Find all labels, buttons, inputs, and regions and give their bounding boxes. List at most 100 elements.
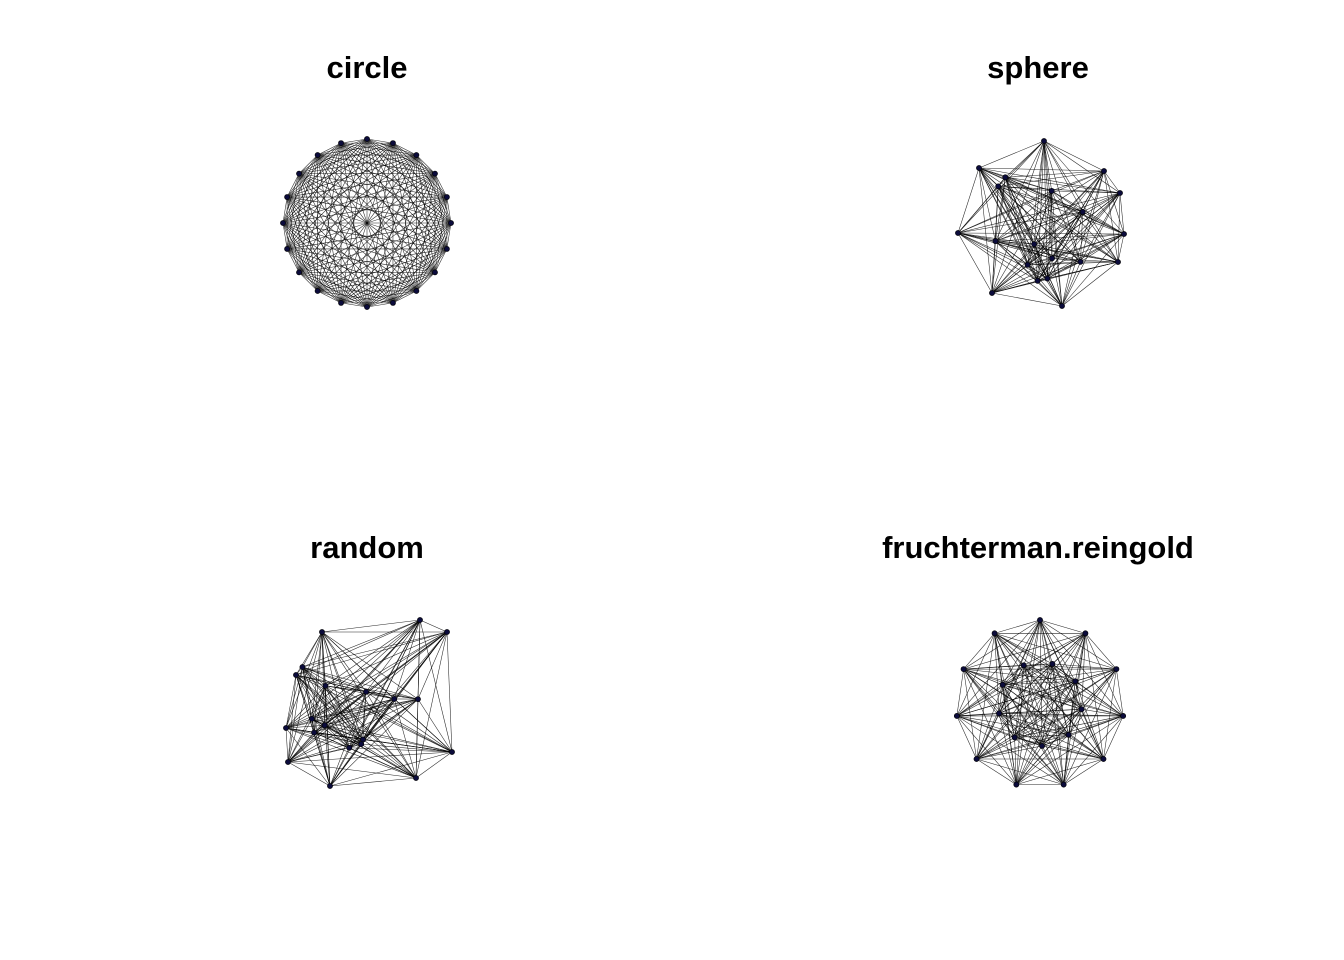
node [1117, 190, 1123, 196]
edge [998, 684, 1003, 714]
edge [285, 718, 312, 729]
edge [415, 699, 419, 779]
edge [978, 167, 996, 242]
node [1034, 277, 1041, 284]
edge [1052, 663, 1117, 670]
edge [329, 751, 453, 787]
edge [298, 138, 368, 174]
edge [295, 674, 417, 779]
node [1020, 662, 1027, 669]
edge [998, 619, 1041, 714]
edge [311, 698, 395, 720]
edge [324, 631, 448, 726]
node [1024, 261, 1031, 268]
edge [366, 138, 394, 303]
edge [417, 619, 421, 700]
edge [282, 196, 447, 224]
edge [1117, 192, 1121, 263]
node [299, 664, 306, 670]
edge [1082, 211, 1119, 263]
node [283, 725, 289, 731]
edge [998, 186, 1081, 263]
edge [317, 154, 436, 174]
node [311, 729, 317, 736]
edge [1016, 745, 1043, 785]
node [413, 775, 419, 781]
edge [340, 138, 368, 144]
edge [314, 732, 362, 745]
edge [956, 715, 1017, 785]
edge [349, 747, 453, 753]
edge [329, 747, 350, 787]
edge [366, 138, 436, 174]
edge [991, 264, 1028, 294]
node [444, 629, 450, 635]
edge [998, 713, 1069, 736]
node [992, 238, 999, 245]
edge [997, 186, 1048, 279]
edge [998, 186, 1052, 192]
edge [329, 698, 419, 787]
node [314, 152, 321, 158]
edge [286, 248, 300, 273]
edge [1043, 140, 1063, 307]
edge [1023, 665, 1117, 670]
node [308, 715, 315, 722]
edge [394, 619, 421, 700]
edge [1075, 633, 1086, 682]
edge [1061, 261, 1081, 307]
edge [287, 631, 323, 763]
edge [325, 685, 350, 748]
panel-fruchterman-reingold: fruchterman.reingold [672, 480, 1344, 960]
edge [998, 713, 1064, 785]
edge [963, 669, 977, 760]
edge [287, 248, 417, 292]
edge [298, 173, 368, 308]
edge [311, 691, 367, 720]
edge [963, 668, 1064, 785]
edge [295, 619, 421, 676]
edge [978, 167, 1105, 172]
edge [1037, 280, 1063, 307]
edge [340, 142, 417, 292]
node [1011, 734, 1018, 741]
edge [298, 173, 318, 292]
edge [963, 633, 995, 670]
edge [1027, 261, 1081, 266]
edge [317, 290, 342, 304]
edge [286, 196, 436, 273]
node [432, 170, 438, 177]
edge [392, 142, 448, 198]
edge [1080, 211, 1083, 262]
edge [286, 248, 394, 304]
edge [963, 668, 1000, 714]
edge [311, 631, 448, 720]
edge [995, 233, 1125, 242]
edge [976, 715, 1124, 760]
edge [302, 666, 350, 748]
panel-title: fruchterman.reingold [882, 530, 1194, 565]
node [296, 170, 302, 177]
node [960, 666, 967, 673]
nodes [953, 617, 1127, 788]
network-graph [283, 617, 455, 789]
edge [1002, 684, 1064, 785]
edge [317, 142, 394, 156]
edge [999, 713, 1124, 717]
edge [956, 633, 995, 717]
edge [285, 727, 362, 745]
node [443, 246, 450, 252]
edge [1014, 734, 1069, 738]
edge [286, 173, 300, 250]
edge [1014, 709, 1082, 738]
edge [1061, 233, 1125, 307]
edge [365, 691, 453, 753]
node [413, 152, 420, 158]
node [1082, 630, 1089, 637]
edge [366, 138, 452, 224]
edge [995, 186, 999, 242]
edge [340, 142, 448, 198]
edge [1002, 633, 1086, 686]
edge [324, 698, 419, 726]
node [346, 744, 353, 751]
